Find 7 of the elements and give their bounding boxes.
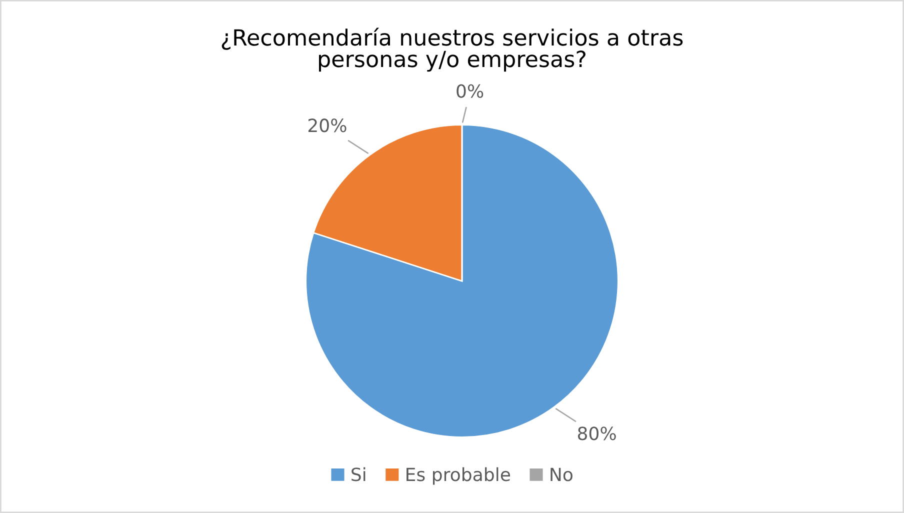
legend-label: No <box>550 468 572 482</box>
legend-label: Es probable <box>406 467 510 485</box>
text: 0% <box>456 84 484 98</box>
data-label: 80% <box>578 426 616 440</box>
data-label: 20% <box>308 118 346 132</box>
legend-label: Si <box>352 467 366 482</box>
chart-title: ¿Recomendaría nuestros servicios a otras personas y/o empresas? <box>222 28 683 72</box>
